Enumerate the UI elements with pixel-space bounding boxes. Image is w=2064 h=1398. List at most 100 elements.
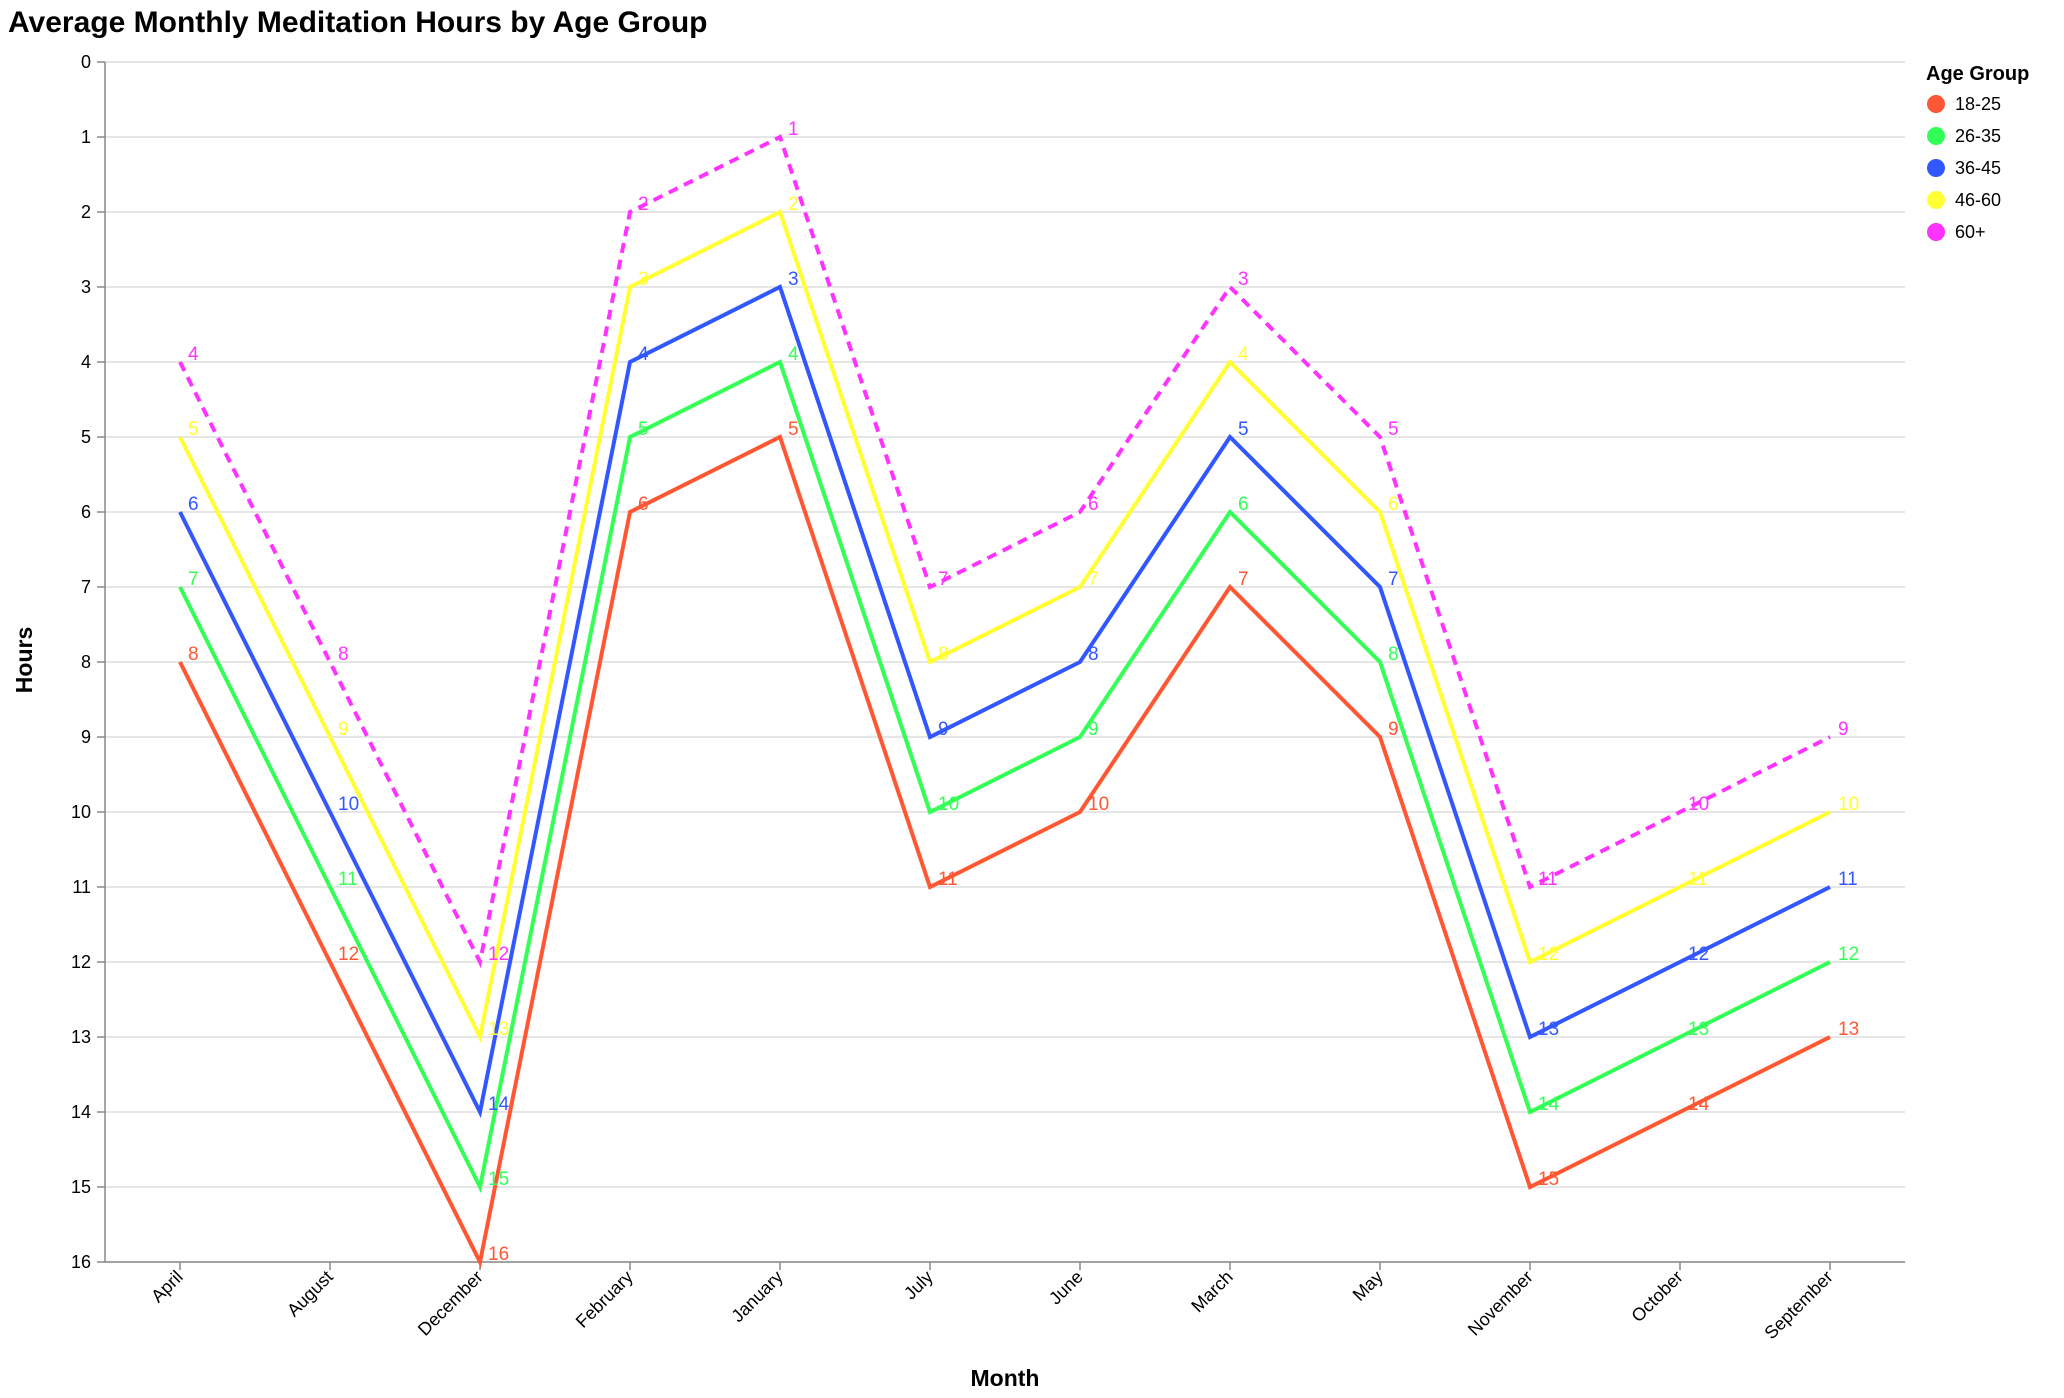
data-label: 14 [1538,1094,1560,1115]
data-label: 14 [1688,1094,1710,1115]
data-label: 3 [638,269,649,290]
y-tick-label: 8 [81,652,91,672]
legend-symbol [1927,95,1945,113]
data-label: 6 [1388,494,1399,515]
x-tick-label: October [1627,1267,1686,1326]
data-label: 12 [1538,944,1559,965]
data-label: 9 [1088,719,1099,740]
x-tick-label: January [727,1267,786,1326]
y-tick-label: 3 [81,277,91,297]
data-label: 4 [1238,344,1249,365]
series-line-60+ [178,134,1831,969]
data-label: 10 [1088,794,1109,815]
data-label: 8 [938,644,949,665]
legend-symbol [1927,127,1945,145]
data-label: 13 [1838,1019,1859,1040]
x-tick-label: December [414,1267,487,1340]
y-tick-label: 9 [81,727,91,747]
data-label: 5 [1388,419,1399,440]
series-lines [178,134,1831,1269]
y-tick-label: 16 [71,1252,91,1272]
data-label: 4 [188,344,199,365]
x-tick-label: June [1045,1267,1087,1309]
series-line-46-60 [178,209,1831,1044]
data-label: 12 [1838,944,1859,965]
legend-symbol [1927,159,1945,177]
data-label: 8 [1388,644,1399,665]
data-label: 5 [1238,419,1249,440]
data-label: 8 [188,644,199,665]
data-label: 11 [1838,869,1858,890]
data-label: 5 [788,419,799,440]
data-label: 11 [1688,869,1708,890]
x-tick-label: November [1464,1267,1537,1340]
x-tick-label: April [147,1267,187,1307]
data-label: 13 [488,1019,509,1040]
data-label: 16 [488,1244,509,1265]
x-tick-label: February [572,1267,637,1332]
data-label: 5 [188,419,199,440]
x-tick-label: September [1760,1267,1836,1343]
data-label: 2 [788,194,799,215]
y-tick-label: 14 [71,1102,91,1122]
data-label: 8 [338,644,349,665]
y-tick-label: 10 [71,802,91,822]
data-label: 11 [938,869,958,890]
grid [105,61,1905,1263]
data-label: 12 [488,944,509,965]
series-line-18-25 [178,434,1831,1269]
data-label: 11 [338,869,358,890]
legend-label: 18-25 [1955,94,2001,114]
data-label: 7 [938,569,949,590]
y-tick-label: 11 [72,877,91,897]
data-label: 15 [488,1169,509,1190]
x-tick-label: July [900,1267,937,1304]
data-label: 9 [1838,719,1849,740]
data-label: 12 [1688,944,1709,965]
data-label: 13 [1688,1019,1709,1040]
x-tick-label: August [283,1267,337,1321]
data-label: 14 [488,1094,510,1115]
y-tick-label: 0 [81,52,91,72]
y-tick-label: 7 [81,577,91,597]
data-label: 15 [1538,1169,1559,1190]
series-line-26-35 [178,359,1831,1194]
data-label: 6 [188,494,199,515]
y-tick-label: 12 [71,952,91,972]
legend-symbol [1927,191,1945,209]
y-tick-label: 6 [81,502,91,522]
y-axis-title: Hours [11,627,37,693]
data-label: 10 [938,794,959,815]
data-label: 12 [338,944,359,965]
data-label: 9 [338,719,349,740]
data-label: 7 [1388,569,1399,590]
data-label: 10 [1838,794,1859,815]
data-label: 5 [638,419,649,440]
data-label: 3 [1238,269,1249,290]
data-label: 10 [1688,794,1709,815]
data-label: 13 [1538,1019,1559,1040]
y-tick-label: 5 [81,427,91,447]
y-tick-label: 4 [81,352,91,372]
data-label: 4 [788,344,799,365]
data-label: 9 [1388,719,1399,740]
data-label: 6 [638,494,649,515]
legend-label: 46-60 [1955,190,2001,210]
chart-title: Average Monthly Meditation Hours by Age … [8,6,708,39]
data-label: 7 [1088,569,1099,590]
data-label: 1 [788,119,799,140]
legend-symbol [1927,223,1945,241]
y-tick-label: 15 [71,1177,91,1197]
legend-label: 60+ [1955,222,1986,242]
y-tick-label: 1 [81,127,91,147]
x-tick-label: March [1187,1267,1237,1317]
data-label: 9 [938,719,949,740]
y-tick-label: 13 [71,1027,91,1047]
data-label: 11 [1538,869,1558,890]
data-label: 6 [1238,494,1249,515]
x-tick-label: May [1349,1267,1387,1305]
data-label: 4 [638,344,649,365]
legend-title: Age Group [1926,63,2029,85]
data-label: 3 [788,269,799,290]
